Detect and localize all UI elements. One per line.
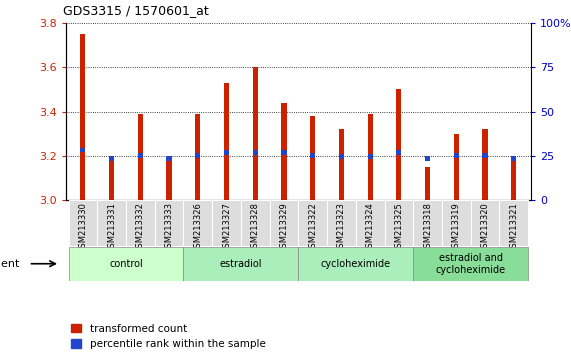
Text: control: control [109, 259, 143, 269]
Bar [97, 200, 126, 246]
Text: GSM213325: GSM213325 [395, 202, 403, 253]
Bar [454, 153, 459, 158]
Bar [368, 114, 373, 200]
Bar [482, 129, 488, 200]
Bar [511, 156, 516, 161]
Bar [368, 154, 373, 159]
Bar [241, 200, 270, 246]
Bar [356, 200, 384, 246]
Bar [425, 167, 430, 200]
Bar [500, 200, 528, 246]
Bar [155, 200, 183, 246]
Bar [282, 150, 287, 155]
Bar [298, 200, 327, 246]
Bar [339, 129, 344, 200]
Bar [138, 153, 143, 158]
Bar [310, 153, 315, 158]
Legend: transformed count, percentile rank within the sample: transformed count, percentile rank withi… [71, 324, 266, 349]
Bar [471, 200, 500, 246]
Bar [253, 150, 258, 155]
Text: GSM213322: GSM213322 [308, 202, 317, 253]
Bar [270, 200, 299, 246]
Text: GSM213319: GSM213319 [452, 202, 461, 253]
Bar [212, 200, 241, 246]
Bar [167, 156, 172, 161]
Bar [413, 247, 528, 281]
Text: GDS3315 / 1570601_at: GDS3315 / 1570601_at [63, 4, 208, 17]
Bar [109, 156, 114, 161]
Bar [310, 116, 315, 200]
Text: GSM213333: GSM213333 [164, 202, 174, 253]
Bar [81, 34, 86, 200]
Bar [195, 153, 200, 158]
Bar [195, 114, 200, 200]
Text: GSM213318: GSM213318 [423, 202, 432, 253]
Text: agent: agent [0, 259, 20, 269]
Bar [298, 247, 413, 281]
Bar [339, 154, 344, 159]
Bar [396, 150, 401, 155]
Text: GSM213331: GSM213331 [107, 202, 116, 253]
Bar [224, 150, 229, 155]
Bar [442, 200, 471, 246]
Bar [126, 200, 155, 246]
Text: GSM213320: GSM213320 [481, 202, 489, 253]
Bar [183, 247, 298, 281]
Text: GSM213330: GSM213330 [78, 202, 87, 253]
Bar [167, 158, 172, 200]
Bar [253, 67, 258, 200]
Bar [425, 156, 430, 161]
Text: GSM213323: GSM213323 [337, 202, 346, 253]
Bar [69, 200, 97, 246]
Text: GSM213328: GSM213328 [251, 202, 260, 253]
Bar [482, 153, 488, 158]
Text: estradiol and
cycloheximide: estradiol and cycloheximide [436, 253, 506, 275]
Text: GSM213324: GSM213324 [365, 202, 375, 253]
Bar [384, 200, 413, 246]
Bar [224, 83, 229, 200]
Bar [183, 200, 212, 246]
Text: GSM213321: GSM213321 [509, 202, 518, 253]
Bar [69, 247, 183, 281]
Bar [282, 103, 287, 200]
Bar [327, 200, 356, 246]
Text: GSM213329: GSM213329 [279, 202, 288, 253]
Bar [81, 148, 86, 153]
Bar [454, 134, 459, 200]
Bar [511, 158, 516, 200]
Bar [413, 200, 442, 246]
Text: GSM213326: GSM213326 [194, 202, 202, 253]
Bar [138, 114, 143, 200]
Text: GSM213332: GSM213332 [136, 202, 145, 253]
Bar [109, 158, 114, 200]
Text: GSM213327: GSM213327 [222, 202, 231, 253]
Text: cycloheximide: cycloheximide [321, 259, 391, 269]
Text: estradiol: estradiol [220, 259, 262, 269]
Bar [396, 89, 401, 200]
